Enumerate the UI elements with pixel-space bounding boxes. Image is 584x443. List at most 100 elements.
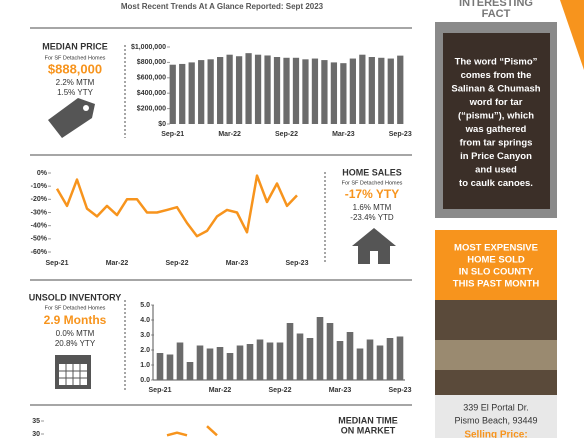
bar <box>266 342 274 380</box>
y-tick-label: 0.0 <box>140 377 150 384</box>
bar <box>376 345 384 380</box>
bar <box>217 57 224 125</box>
bar <box>316 317 324 380</box>
bar <box>366 339 374 380</box>
x-tick-label: Mar-23 <box>332 131 355 138</box>
bar <box>302 59 309 124</box>
x-tick-label: Mar-23 <box>329 387 352 394</box>
panel-subtitle: For SF Detached Homes <box>45 55 106 61</box>
bar <box>387 58 394 124</box>
corner-accent <box>560 0 584 70</box>
bar <box>356 348 364 380</box>
y-tick-label: 35 <box>32 418 40 425</box>
y-tick-label: $200,000 <box>137 105 166 112</box>
x-tick-label: Sep-22 <box>166 260 189 267</box>
bar <box>346 332 354 380</box>
x-tick-label: Sep-21 <box>46 260 69 267</box>
line <box>166 425 218 437</box>
x-tick-label: Mar-23 <box>226 260 249 267</box>
bar <box>166 354 174 380</box>
bar <box>198 60 205 124</box>
bar <box>386 338 394 380</box>
address: 339 El Portal Dr. <box>463 402 529 412</box>
fact-line: to caulk canoes. <box>459 178 533 189</box>
bar <box>321 60 328 124</box>
bar <box>292 57 300 124</box>
y-tick-label: $0 <box>158 121 166 128</box>
bar <box>273 57 281 125</box>
fact-line: comes from the <box>461 70 532 81</box>
y-tick-label: $600,000 <box>137 75 166 82</box>
panel-title: HOME SALES <box>342 167 402 177</box>
fact-head-bg <box>435 0 557 22</box>
y-tick-label: $1,000,000 <box>131 44 166 51</box>
y-tick-label: 0% <box>37 170 48 177</box>
fact-title: INTERESTING <box>459 0 533 9</box>
panel-subtitle: For SF Detached Homes <box>45 305 106 311</box>
bar <box>296 333 304 380</box>
y-tick-label: -50% <box>31 236 48 243</box>
bar <box>330 62 338 124</box>
panel-title: MEDIAN TIME <box>338 415 398 425</box>
bar <box>254 54 262 125</box>
bar <box>156 353 164 380</box>
city: Pismo Beach, 93449 <box>454 415 537 425</box>
y-tick-label: -10% <box>31 183 48 190</box>
bar <box>326 323 334 380</box>
bar <box>336 341 344 380</box>
x-tick-label: Mar-22 <box>106 260 129 267</box>
bar <box>264 55 271 124</box>
panel-mtm: 0.0% MTM <box>56 329 95 338</box>
panel-title: MEDIAN PRICE <box>42 41 108 51</box>
panel-value: -17% YTY <box>345 187 399 201</box>
bar <box>188 62 195 124</box>
bar <box>226 353 234 380</box>
panel-subtitle: For SF Detached Homes <box>342 180 403 186</box>
fact-line: Salinan & Chumash <box>451 84 540 95</box>
bar <box>396 336 404 380</box>
bar <box>311 58 319 124</box>
bar <box>359 54 366 125</box>
bar <box>186 362 194 380</box>
y-tick-label: 3.0 <box>140 332 150 339</box>
y-tick-label: 4.0 <box>140 317 150 324</box>
x-tick-label: Sep-23 <box>286 260 309 267</box>
bar <box>206 348 214 380</box>
fact-line: in Price Canyon <box>460 151 532 162</box>
bar <box>378 57 385 124</box>
panel-value: $888,000 <box>48 61 102 76</box>
y-tick-label: -60% <box>31 249 48 256</box>
panel-yty: 20.8% YTY <box>55 339 96 348</box>
x-tick-label: Sep-22 <box>275 131 298 138</box>
expensive-title: THIS PAST MONTH <box>453 279 540 290</box>
bar <box>236 345 244 380</box>
y-tick-label: -30% <box>31 209 48 216</box>
house-icon <box>352 228 396 264</box>
bar <box>283 57 290 124</box>
expensive-title: HOME SOLD <box>467 255 525 266</box>
y-tick-label: $400,000 <box>137 90 166 97</box>
panel-value: 2.9 Months <box>44 313 107 327</box>
expensive-title: MOST EXPENSIVE <box>454 243 538 254</box>
address-box <box>435 395 557 438</box>
calendar-icon <box>55 355 91 389</box>
x-tick-label: Mar-22 <box>209 387 232 394</box>
panel-title: UNSOLD INVENTORY <box>29 292 122 302</box>
bar <box>245 53 252 124</box>
y-tick-label: -20% <box>31 196 48 203</box>
y-tick-label: 1.0 <box>140 362 150 369</box>
fact-line: from tar springs <box>460 138 533 149</box>
x-tick-label: Sep-22 <box>269 387 292 394</box>
fact-line: was gathered <box>465 124 527 135</box>
fact-line: word for tar <box>469 97 523 108</box>
fact-photo <box>443 33 550 209</box>
bar <box>256 339 264 380</box>
x-tick-label: Sep-21 <box>149 387 172 394</box>
fact-title: FACT <box>482 8 511 20</box>
bar <box>306 338 314 380</box>
bar <box>340 63 347 124</box>
x-tick-label: Sep-23 <box>389 131 412 138</box>
fact-line: and used <box>475 165 517 176</box>
x-tick-label: Sep-23 <box>389 387 412 394</box>
line <box>55 174 298 238</box>
